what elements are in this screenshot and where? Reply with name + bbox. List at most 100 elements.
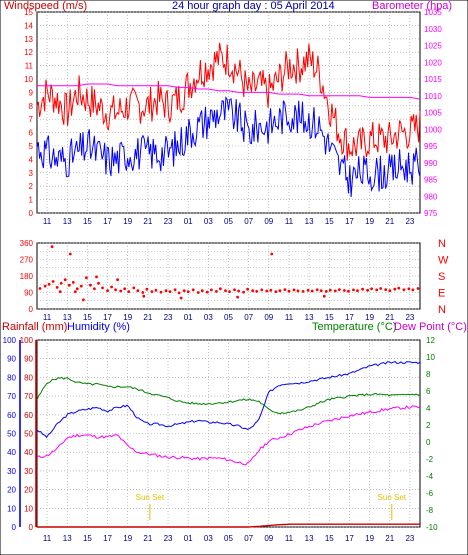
temperature-tick-label: 0 bbox=[426, 438, 431, 447]
direction-point bbox=[59, 281, 63, 285]
direction-point bbox=[93, 287, 96, 291]
direction-point bbox=[63, 278, 67, 282]
direction-point bbox=[79, 284, 83, 288]
windspeed-tick-label: 8 bbox=[29, 102, 34, 111]
direction-point bbox=[255, 290, 259, 293]
temperature-tick-label: 2 bbox=[426, 421, 431, 430]
windspeed-tick-label: 7 bbox=[29, 115, 34, 124]
windspeed-tick-label: 15 bbox=[24, 8, 33, 17]
rainfall-tick-label: 50 bbox=[7, 430, 16, 439]
climate-x-tick-label: 17 bbox=[103, 534, 112, 543]
wind-x-tick-label: 23 bbox=[405, 217, 414, 226]
direction-point bbox=[196, 291, 200, 294]
temperature-tick-label: 10 bbox=[426, 353, 435, 362]
barometer-tick-label: 990 bbox=[424, 159, 438, 168]
direction-point bbox=[71, 281, 75, 284]
direction-point bbox=[132, 286, 136, 290]
barometer-tick-label: 985 bbox=[424, 176, 438, 185]
windspeed-tick-label: 10 bbox=[24, 75, 33, 84]
climate-x-tick-label: 21 bbox=[385, 534, 394, 543]
humidity-tick-label: 80 bbox=[24, 373, 33, 382]
barometer-tick-label: 1025 bbox=[424, 42, 442, 51]
direction-point bbox=[142, 294, 146, 298]
barometer-tick-label: 1005 bbox=[424, 109, 442, 118]
wind-x-tick-label: 07 bbox=[244, 217, 253, 226]
direction-point bbox=[260, 288, 264, 292]
direction-point bbox=[205, 290, 209, 294]
direction-x-tick-label: 11 bbox=[43, 313, 52, 322]
humidity-tick-label: 10 bbox=[24, 504, 33, 513]
direction-letter: N bbox=[438, 238, 446, 250]
direction-point bbox=[119, 289, 123, 293]
sunset-label: Sun Set bbox=[378, 493, 407, 502]
temperature-axis-title: Temperature (°C) bbox=[312, 321, 396, 333]
barometer-tick-label: 980 bbox=[424, 192, 438, 201]
humidity-tick-label: 0 bbox=[29, 523, 34, 532]
direction-point bbox=[173, 288, 177, 292]
direction-x-tick-label: 01 bbox=[184, 313, 193, 322]
direction-point bbox=[164, 289, 168, 293]
windspeed-tick-label: 0 bbox=[29, 209, 34, 218]
direction-point bbox=[236, 295, 240, 299]
direction-point bbox=[50, 245, 54, 249]
direction-point bbox=[73, 290, 77, 293]
direction-point bbox=[388, 289, 392, 293]
direction-x-tick-label: 09 bbox=[264, 313, 273, 322]
direction-letter: S bbox=[438, 271, 445, 283]
rainfall-tick-label: 0 bbox=[12, 523, 17, 532]
direction-point bbox=[141, 291, 145, 294]
wind-x-tick-label: 19 bbox=[365, 217, 374, 226]
barometer-tick-label: 1030 bbox=[424, 25, 442, 34]
direction-point bbox=[58, 290, 62, 293]
direction-point bbox=[114, 288, 117, 292]
direction-point bbox=[270, 252, 274, 256]
direction-point bbox=[154, 288, 158, 292]
barometer-axis-title: Barometer (hpa) bbox=[372, 0, 452, 12]
climate-x-tick-label: 11 bbox=[285, 534, 294, 543]
direction-point bbox=[43, 284, 47, 288]
direction-point bbox=[200, 289, 204, 293]
climate-x-tick-label: 15 bbox=[325, 534, 334, 543]
direction-x-tick-label: 23 bbox=[405, 313, 414, 322]
windspeed-tick-label: 4 bbox=[29, 155, 34, 164]
direction-point bbox=[265, 289, 269, 293]
direction-x-tick-label: 15 bbox=[83, 313, 92, 322]
humidity-tick-label: 90 bbox=[24, 355, 33, 364]
temperature-tick-label: 12 bbox=[426, 336, 435, 345]
dewpoint-line bbox=[36, 405, 421, 466]
direction-point bbox=[246, 287, 250, 291]
humidity-tick-label: 100 bbox=[20, 336, 34, 345]
temperature-tick-label: -4 bbox=[426, 472, 434, 481]
direction-point bbox=[47, 282, 51, 286]
windspeed-tick-label: 9 bbox=[29, 88, 34, 97]
direction-point bbox=[352, 288, 355, 292]
climate-x-tick-label: 01 bbox=[184, 534, 193, 543]
climate-x-tick-label: 23 bbox=[164, 534, 173, 543]
wind-average-line bbox=[36, 96, 421, 198]
direction-point bbox=[89, 283, 92, 287]
direction-point bbox=[306, 288, 310, 292]
direction-point bbox=[127, 290, 131, 293]
climate-x-tick-label: 13 bbox=[305, 534, 314, 543]
temperature-tick-label: -2 bbox=[426, 455, 434, 464]
climate-x-tick-label: 03 bbox=[204, 534, 213, 543]
direction-point bbox=[123, 287, 127, 291]
direction-point bbox=[338, 288, 341, 291]
direction-x-tick-label: 21 bbox=[385, 313, 394, 322]
direction-x-tick-label: 15 bbox=[325, 313, 334, 322]
direction-point bbox=[322, 294, 326, 298]
direction-point bbox=[110, 285, 113, 289]
rainfall-tick-label: 70 bbox=[7, 392, 16, 401]
barometer-line bbox=[37, 83, 421, 100]
temperature-tick-label: -8 bbox=[426, 506, 434, 515]
wind-x-tick-label: 01 bbox=[184, 217, 193, 226]
direction-x-tick-label: 23 bbox=[164, 313, 173, 322]
direction-point bbox=[106, 289, 109, 293]
direction-point bbox=[210, 288, 213, 292]
barometer-tick-label: 1010 bbox=[424, 92, 442, 101]
wind-gust-line bbox=[36, 42, 421, 161]
direction-x-tick-label: 07 bbox=[244, 313, 253, 322]
barometer-tick-label: 1035 bbox=[424, 8, 442, 17]
